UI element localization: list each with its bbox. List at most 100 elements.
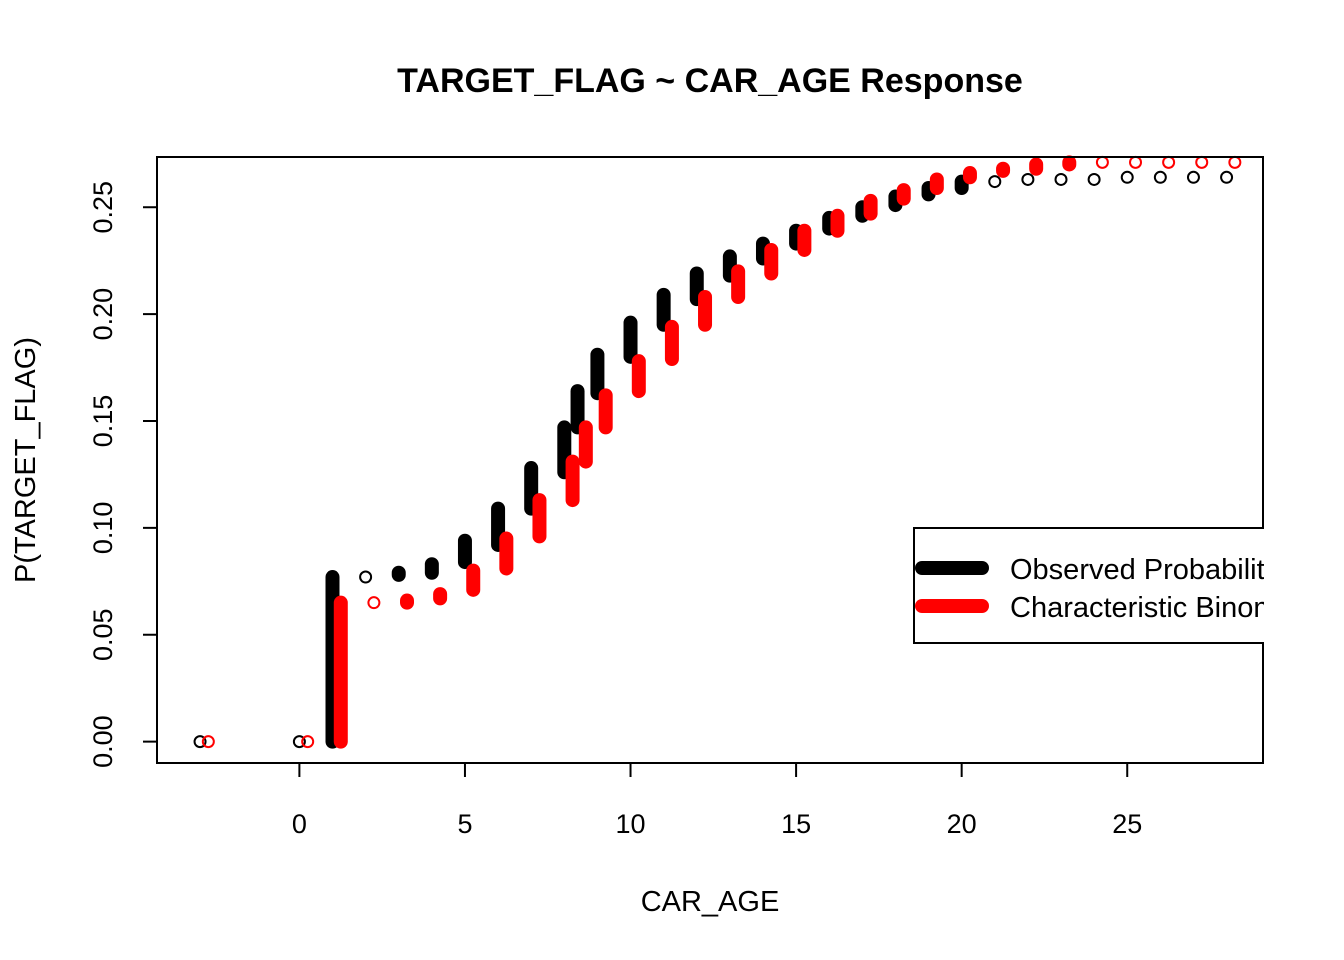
x-tick-label: 10 (616, 809, 646, 839)
data-point (466, 564, 480, 578)
data-point (359, 570, 373, 584)
data-point (334, 596, 348, 610)
data-point (930, 172, 944, 186)
data-point (698, 290, 712, 304)
y-tick-label: 0.25 (88, 181, 118, 234)
data-point (864, 207, 878, 221)
data-point (830, 209, 844, 223)
data-point (955, 181, 969, 195)
data-point (1220, 170, 1234, 184)
data-point (292, 735, 306, 749)
data-point (599, 388, 613, 402)
data-point (731, 264, 745, 278)
data-point (897, 183, 911, 197)
data-point (557, 420, 571, 434)
data-point (425, 557, 439, 571)
y-tick-label: 0.10 (88, 502, 118, 555)
data-point (690, 266, 704, 280)
y-axis: 0.00 0.05 0.10 0.15 0.20 0.25 (88, 181, 158, 768)
data-point (491, 502, 505, 516)
data-point (731, 290, 745, 304)
data-point (764, 266, 778, 280)
data-point (1120, 170, 1134, 184)
data-point (624, 316, 638, 330)
x-tick-label: 0 (292, 809, 307, 839)
data-point (566, 493, 580, 507)
data-point (897, 192, 911, 206)
data-point (458, 534, 472, 548)
data-point (665, 352, 679, 366)
y-tick-label: 0.20 (88, 288, 118, 341)
data-point (579, 420, 593, 434)
chart-title: TARGET_FLAG ~ CAR_AGE Response (397, 62, 1023, 100)
x-axis: 0 5 10 15 20 25 (292, 762, 1142, 839)
data-point (201, 735, 215, 749)
x-axis-label: CAR_AGE (641, 886, 780, 918)
data-point (1129, 155, 1143, 169)
data-point (963, 166, 977, 180)
data-point (301, 735, 315, 749)
data-point (797, 224, 811, 238)
data-point (1029, 162, 1043, 176)
x-tick-label: 15 (781, 809, 811, 839)
data-point (1162, 155, 1176, 169)
data-point (988, 175, 1002, 189)
data-point (665, 320, 679, 334)
data-point (632, 384, 646, 398)
data-point (579, 455, 593, 469)
x-tick-label: 25 (1112, 809, 1142, 839)
data-point (532, 493, 546, 507)
data-point (1195, 155, 1209, 169)
data-point (400, 594, 414, 608)
legend: Observed Probability Characteristic Bino… (913, 527, 1307, 644)
y-tick-label: 0.05 (88, 608, 118, 661)
series-characteristic (201, 155, 1242, 749)
data-point (764, 243, 778, 257)
data-point (1029, 157, 1043, 171)
y-tick-label: 0.15 (88, 395, 118, 448)
legend-label-observed: Observed Probability (1010, 554, 1280, 586)
data-point (571, 384, 585, 398)
data-point (1054, 172, 1068, 186)
series-observed (193, 170, 1234, 749)
legend-label-characteristic: Characteristic Binomial (1010, 592, 1307, 624)
x-tick-label: 5 (457, 809, 472, 839)
data-point (425, 566, 439, 580)
data-point (392, 566, 406, 580)
data-point (367, 596, 381, 610)
data-point (1228, 155, 1242, 169)
data-point (499, 532, 513, 546)
data-point (334, 735, 348, 749)
x-tick-label: 20 (947, 809, 977, 839)
data-point (657, 288, 671, 302)
data-point (532, 529, 546, 543)
data-point (632, 354, 646, 368)
data-point (723, 249, 737, 263)
data-point (499, 561, 513, 575)
y-axis-label: P(TARGET_FLAG) (10, 337, 42, 583)
data-point (996, 162, 1010, 176)
data-point (698, 318, 712, 332)
data-point (963, 170, 977, 184)
data-point (566, 455, 580, 469)
data-point (1153, 170, 1167, 184)
data-point (466, 583, 480, 597)
legend-box (913, 527, 1264, 644)
data-point (1021, 172, 1035, 186)
data-marks (193, 155, 1242, 749)
data-point (326, 570, 340, 584)
data-point (433, 591, 447, 605)
data-point (930, 181, 944, 195)
data-point (524, 461, 538, 475)
y-tick-label: 0.00 (88, 715, 118, 768)
data-point (458, 555, 472, 569)
data-point (864, 194, 878, 208)
data-point (830, 224, 844, 238)
data-point (599, 420, 613, 434)
data-point (1087, 172, 1101, 186)
data-point (1186, 170, 1200, 184)
plot-frame (156, 156, 1264, 764)
data-point (193, 735, 207, 749)
data-point (433, 587, 447, 601)
